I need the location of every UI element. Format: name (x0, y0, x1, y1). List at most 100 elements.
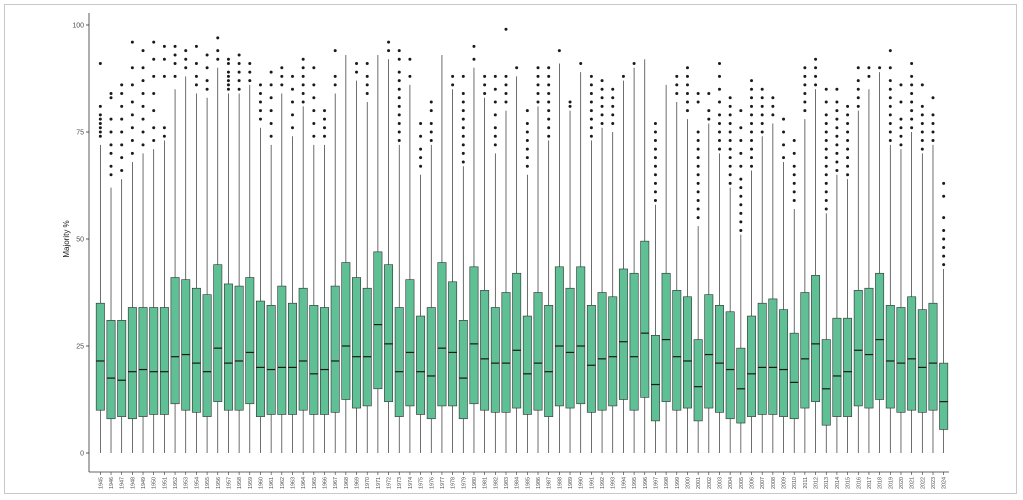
box-1996 (640, 240, 650, 398)
outlier-point (888, 96, 892, 100)
outlier-point (141, 91, 145, 95)
outlier-point (365, 62, 369, 66)
outlier-point (621, 74, 625, 78)
outlier-point (290, 100, 294, 104)
outlier-point (130, 100, 134, 104)
outlier-point (536, 91, 540, 95)
outlier-point (824, 164, 828, 168)
outlier-point (312, 66, 316, 70)
outlier-point (856, 87, 860, 91)
outlier-point (408, 57, 412, 61)
outlier-point (141, 104, 145, 108)
x-tick-label: 2013 (824, 477, 830, 489)
box-2006 (747, 315, 756, 417)
outlier-point (835, 100, 839, 104)
outlier-point (846, 164, 850, 168)
outlier-point (728, 121, 732, 125)
outlier-point (856, 96, 860, 100)
outlier-point (162, 44, 166, 48)
outlier-point (120, 91, 124, 95)
outlier-point (205, 79, 209, 83)
outlier-point (717, 121, 721, 125)
outlier-point (728, 104, 732, 108)
box-2007 (757, 302, 767, 415)
outlier-point (365, 91, 369, 95)
outlier-point (429, 100, 433, 104)
box-1970 (362, 287, 372, 407)
x-tick-label: 1991 (589, 477, 595, 489)
outlier-point (269, 134, 273, 138)
outlier-point (600, 121, 604, 125)
box-2009 (779, 309, 789, 417)
outlier-point (216, 49, 220, 53)
outlier-point (600, 79, 604, 83)
outlier-point (301, 83, 305, 87)
outlier-point (130, 40, 134, 44)
x-tick-label: 1967 (333, 477, 339, 489)
outlier-point (653, 139, 657, 143)
outlier-point (696, 181, 700, 185)
outlier-point (696, 100, 700, 104)
outlier-point (333, 83, 337, 87)
outlier-point (130, 83, 134, 87)
outlier-point (525, 147, 529, 151)
outlier-point (173, 62, 177, 66)
x-tick-label: 1992 (600, 477, 606, 489)
box-2020 (896, 307, 906, 413)
x-tick-label: 2005 (739, 477, 745, 489)
outlier-point (258, 117, 262, 121)
x-tick-label: 1988 (557, 477, 563, 489)
box-1946 (106, 320, 116, 420)
outlier-point (696, 190, 700, 194)
outlier-point (696, 216, 700, 220)
outlier-point (728, 96, 732, 100)
outlier-point (760, 104, 764, 108)
outlier-point (173, 74, 177, 78)
box-1977 (437, 262, 447, 407)
outlier-point (696, 147, 700, 151)
outlier-point (397, 70, 401, 74)
x-tick-label: 2010 (792, 477, 798, 489)
outlier-point (942, 194, 946, 198)
outlier-point (568, 104, 572, 108)
box-1993 (608, 296, 618, 407)
outlier-point (98, 121, 102, 125)
outlier-point (141, 117, 145, 121)
outlier-point (739, 228, 743, 232)
x-tick-label: 2023 (931, 477, 937, 489)
outlier-point (782, 130, 786, 134)
outlier-point (120, 104, 124, 108)
outlier-point (771, 104, 775, 108)
x-tick-label: 1977 (440, 477, 446, 489)
x-tick-label: 1983 (504, 477, 510, 489)
x-tick-label: 2004 (728, 477, 734, 489)
x-tick-label: 1973 (397, 477, 403, 489)
x-tick-label: 1958 (237, 477, 243, 489)
outlier-point (98, 104, 102, 108)
outlier-point (824, 156, 828, 160)
outlier-point (824, 130, 828, 134)
outlier-point (920, 147, 924, 151)
outlier-point (942, 216, 946, 220)
outlier-point (899, 100, 903, 104)
outlier-point (696, 91, 700, 95)
outlier-point (280, 74, 284, 78)
x-tick-label: 1986 (536, 477, 542, 489)
box-1984 (512, 272, 522, 409)
x-tick-label: 1945 (98, 477, 104, 489)
outlier-point (792, 198, 796, 202)
outlier-point (920, 113, 924, 117)
outlier-point (504, 83, 508, 87)
outlier-point (942, 246, 946, 250)
box-1958 (234, 285, 244, 411)
outlier-point (888, 113, 892, 117)
box-1992 (597, 292, 607, 411)
x-tick-label: 1962 (280, 477, 286, 489)
outlier-point (814, 66, 818, 70)
outlier-point (461, 160, 465, 164)
outlier-point (429, 139, 433, 143)
outlier-point (397, 49, 401, 53)
outlier-point (109, 96, 113, 100)
outlier-point (653, 147, 657, 151)
outlier-point (835, 117, 839, 121)
